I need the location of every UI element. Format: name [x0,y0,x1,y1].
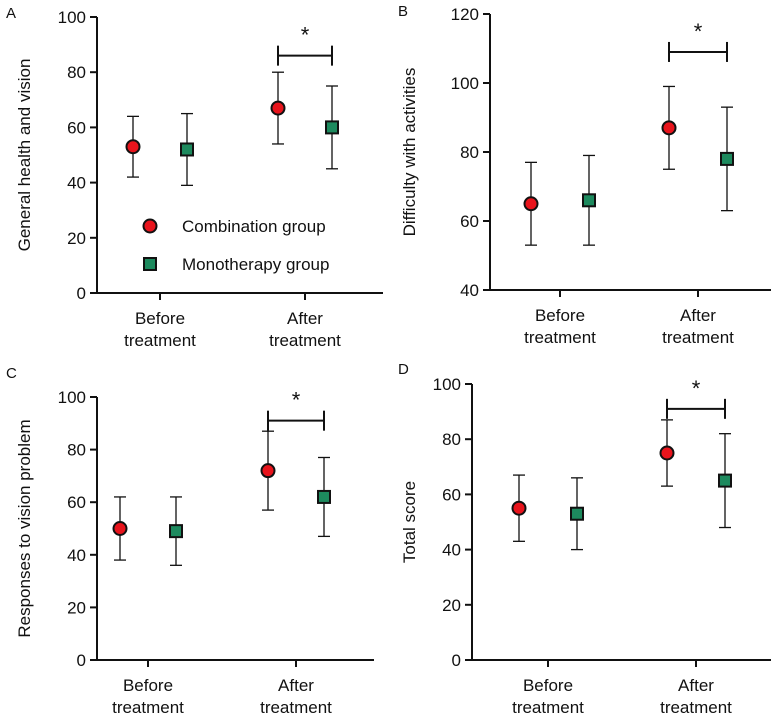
legend-combination-marker [142,218,158,234]
panel-d: D 0 20 40 60 80 100 Before treatment After treatme… [398,361,771,717]
combination-point [260,463,276,479]
significance-star: * [301,23,310,48]
x-category-label-line: After [680,306,716,325]
panel-letter: A [6,5,16,22]
x-category-label: After treatment [260,676,332,717]
x-category-label-line: treatment [269,331,341,350]
y-tick-label: 120 [451,5,479,24]
panel-c: C 0 20 40 60 80 100 Before treatment After treatme… [6,365,374,717]
combination-point [112,521,128,536]
significance-star: * [694,19,703,44]
y-tick-label: 60 [67,493,86,512]
y-tick-label: 80 [442,430,461,449]
y-tick-label: 40 [460,281,479,300]
y-tick-label: 60 [442,485,461,504]
y-axis-label: General health and vision [15,59,34,252]
x-category-label-line: Before [135,309,185,328]
x-category-label-line: After [287,309,323,328]
x-category-label: Before treatment [512,676,584,717]
y-tick-label: 100 [433,375,461,394]
x-category-label-line: treatment [524,328,596,347]
y-tick-label: 100 [58,388,86,407]
combination-point [523,196,539,212]
monotherapy-point [325,120,339,135]
significance-star: * [292,388,301,413]
monotherapy-point [317,489,331,504]
monotherapy-point [720,151,734,166]
y-tick-label: 20 [442,596,461,615]
x-category-label-line: After [278,676,314,695]
monotherapy-point [180,142,194,157]
legend-monotherapy-label: Monotherapy group [182,255,329,274]
panel-a: A 0 20 40 60 80 100 Before treatment After treatme… [6,5,383,350]
y-tick-label: 40 [67,174,86,193]
y-tick-label: 40 [67,546,86,565]
y-tick-label: 60 [67,118,86,137]
legend-monotherapy-marker [143,257,157,271]
y-axis-label: Total score [400,481,419,563]
panel-letter: D [398,361,409,378]
x-category-label-line: treatment [660,698,732,717]
x-category-label-line: treatment [512,698,584,717]
x-category-label-line: Before [123,676,173,695]
panel-letter: B [398,3,408,20]
y-tick-label: 80 [460,143,479,162]
y-tick-label: 80 [67,63,86,82]
x-category-label-line: treatment [124,331,196,350]
x-category-label-line: treatment [260,698,332,717]
legend-combination-label: Combination group [182,217,326,236]
legend: Combination group Monotherapy group [142,217,329,274]
x-category-label-line: treatment [662,328,734,347]
combination-point [661,120,677,136]
monotherapy-point [570,506,584,521]
combination-point [659,445,675,461]
y-tick-label: 0 [77,651,86,670]
y-tick-label: 80 [67,441,86,460]
x-category-label: Before treatment [524,306,596,347]
x-category-label: After treatment [269,309,341,350]
x-category-label: Before treatment [124,309,196,350]
x-category-label-line: treatment [112,698,184,717]
x-category-label: After treatment [662,306,734,347]
combination-point [125,139,141,155]
panel-b: B 40 60 80 100 120 Before treatment After treatme… [398,3,771,347]
y-axis-label: Responses to vision problem [15,419,34,637]
y-tick-label: 100 [451,74,479,93]
y-tick-label: 0 [77,284,86,303]
y-tick-label: 100 [58,8,86,27]
monotherapy-point [169,524,183,539]
x-category-label: After treatment [660,676,732,717]
monotherapy-point [718,473,732,488]
y-tick-label: 20 [67,229,86,248]
x-category-label: Before treatment [112,676,184,717]
y-tick-label: 20 [67,598,86,617]
x-category-label-line: Before [523,676,573,695]
y-tick-label: 0 [452,651,461,670]
x-category-label-line: After [678,676,714,695]
y-tick-label: 40 [442,541,461,560]
significance-star: * [692,376,701,401]
y-tick-label: 60 [460,212,479,231]
panel-letter: C [6,365,17,382]
y-axis-label: Difficulty with activities [400,68,419,237]
x-category-label-line: Before [535,306,585,325]
combination-point [511,500,527,516]
monotherapy-point [582,193,596,208]
combination-point [270,100,286,116]
